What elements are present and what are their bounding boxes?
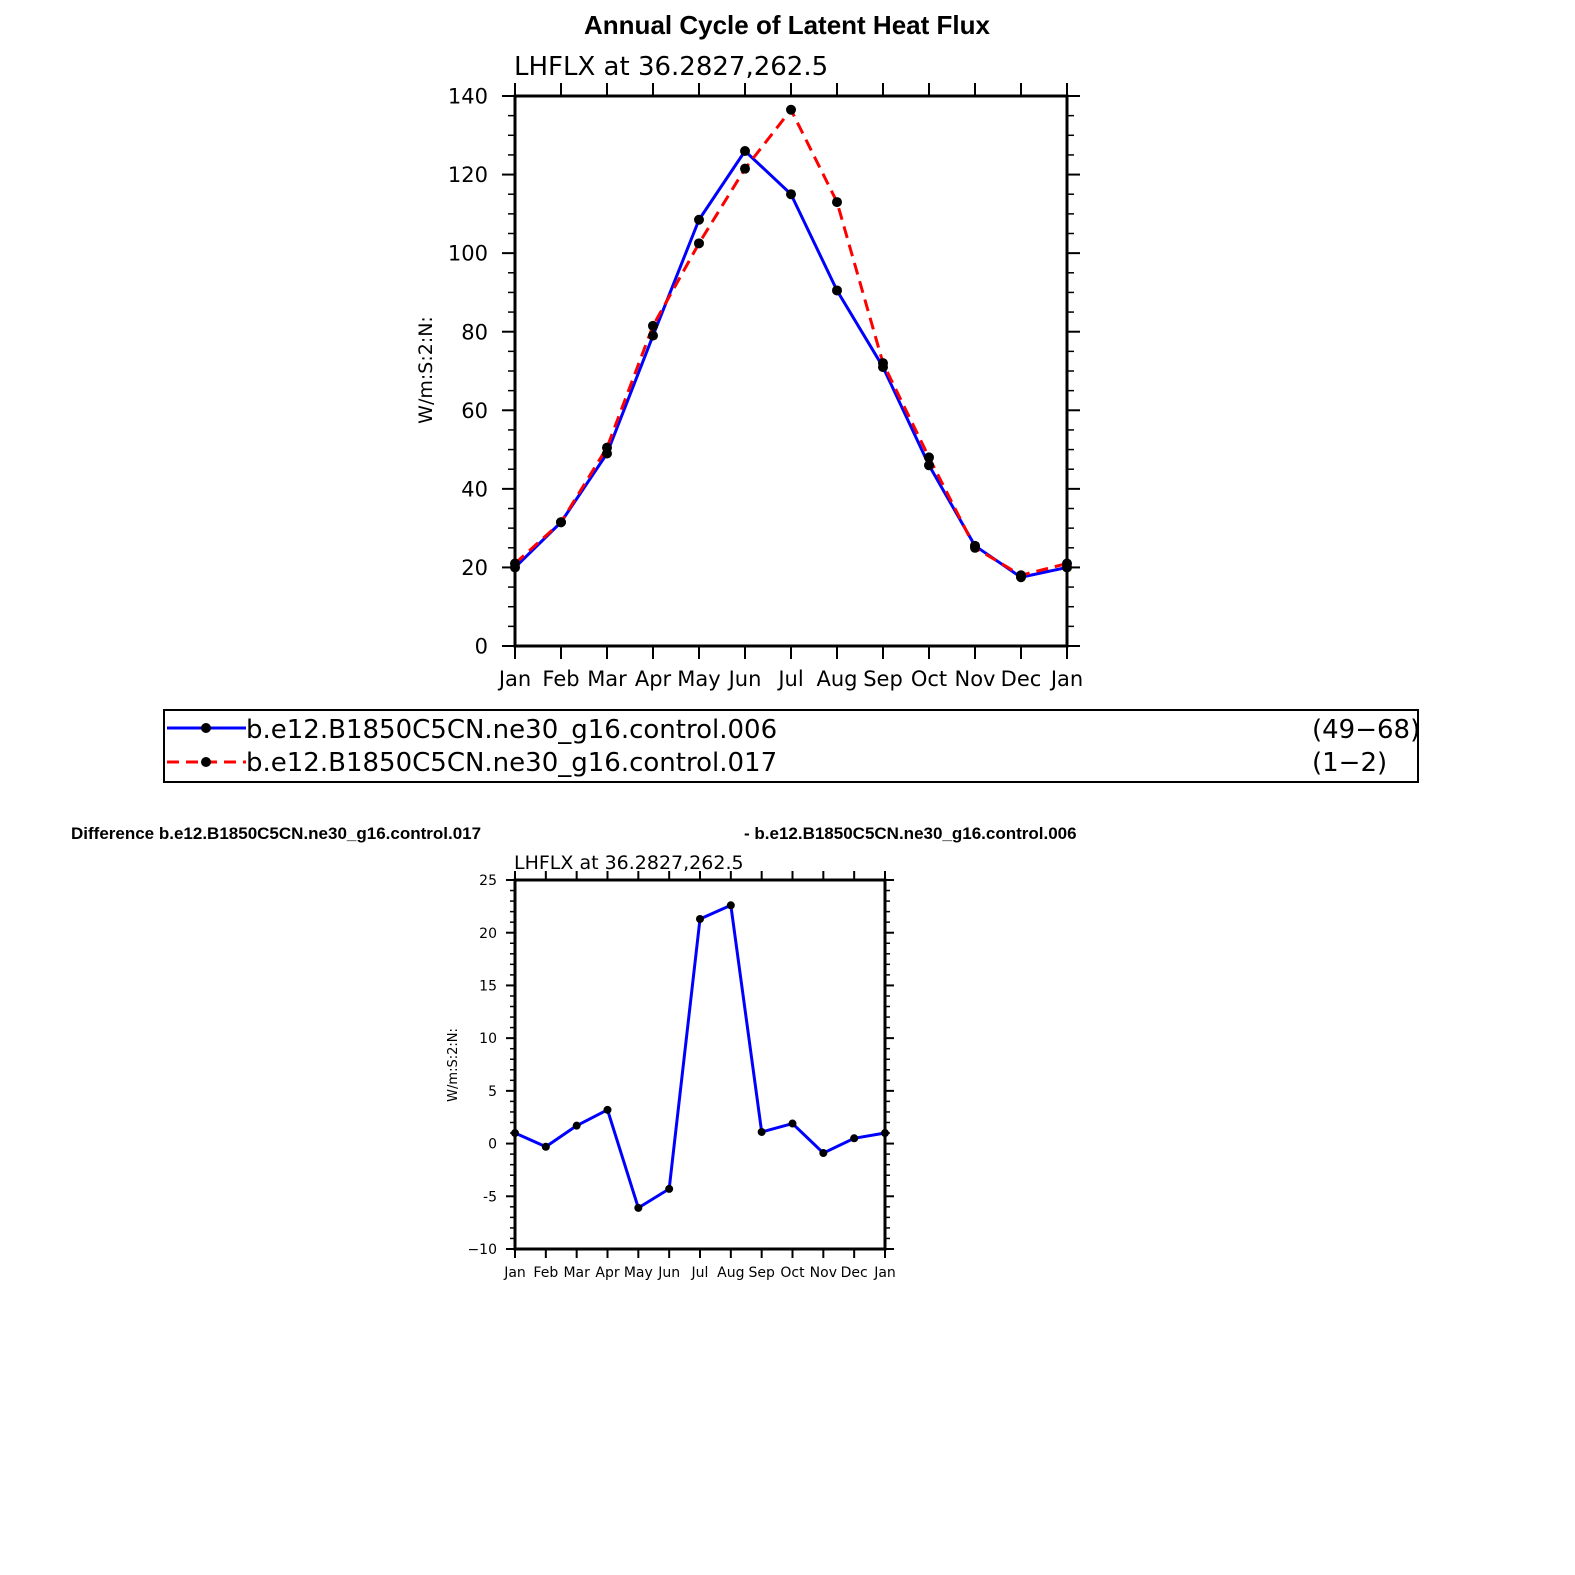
x-tick-label: Apr [635,667,672,691]
x-tick-label: Jan [873,1265,896,1281]
difference-title-left: Difference b.e12.B1850C5CN.ne30_g16.cont… [71,824,481,843]
y-tick-label: 80 [461,320,488,344]
data-point-series-1 [602,442,612,453]
data-point-series-0 [726,901,735,910]
annual-cycle-panel: LHFLX at 36.2827,262.5 W/m:S:2:N: Jan Feb… [415,52,1083,691]
x-tick-label: Nov [810,1265,837,1281]
x-tick-label: Mar [563,1265,590,1281]
data-point-series-1 [648,320,658,331]
x-tick-label: Feb [533,1265,558,1281]
data-point-series-0 [786,189,796,200]
data-point-series-0 [819,1149,828,1158]
data-point-series-0 [634,1203,643,1212]
data-point-series-1 [878,358,888,369]
y-tick-label: 10 [479,1031,497,1047]
x-tick-label: May [624,1265,653,1281]
difference-series [511,901,889,1212]
y-tick-label: 20 [461,556,488,580]
difference-plot-frame [513,878,887,1251]
data-point-series-1 [1016,570,1026,581]
data-point-series-0 [648,330,658,341]
x-tick-label: Aug [717,1265,744,1281]
main-title: Annual Cycle of Latent Heat Flux [584,10,990,40]
x-tick-label: Oct [780,1265,805,1281]
data-point-series-1 [924,452,934,463]
x-tick-label: Aug [816,667,857,691]
annual-cycle-axes: Jan Feb Mar Apr May Jun Jul Aug Sep Oct Nov Dec Jan 0… [448,83,1083,691]
x-tick-label: Feb [542,667,579,691]
difference-title-right: - b.e12.B1850C5CN.ne30_g16.control.006 [744,824,1077,843]
data-point-series-1 [832,197,842,208]
legend-years-control-017: (1−2) [1312,748,1387,778]
legend-label-control-006: b.e12.B1850C5CN.ne30_g16.control.006 [246,715,777,745]
x-tick-label: Oct [911,667,947,691]
annual-cycle-plot-frame [513,94,1069,648]
series-line-1 [513,108,1068,577]
data-point-series-1 [556,517,566,528]
data-point-series-0 [541,1142,550,1151]
x-tick-label: Jun [727,667,762,691]
legend-entry-control-006: b.e12.B1850C5CN.ne30_g16.control.006 (49… [167,715,1420,745]
data-point-series-1 [694,238,704,249]
y-tick-label: 20 [479,926,497,942]
legend: b.e12.B1850C5CN.ne30_g16.control.006 (49… [163,709,1420,783]
y-tick-label: 100 [448,242,488,266]
y-tick-label: -5 [483,1189,497,1205]
data-point-series-0 [757,1127,766,1136]
x-tick-label: Dec [841,1265,868,1281]
data-point-series-0 [694,214,704,225]
y-tick-label: 0 [475,635,488,659]
data-point-series-0 [665,1184,674,1193]
data-point-series-0 [572,1121,581,1130]
legend-entry-control-017: b.e12.B1850C5CN.ne30_g16.control.017 (1−… [167,748,1387,778]
x-tick-label: Apr [595,1265,619,1281]
data-point-series-0 [696,915,704,924]
x-tick-label: Jul [691,1265,709,1281]
x-tick-label: May [677,667,720,691]
difference-subtitle: LHFLX at 36.2827,262.5 [514,852,744,874]
x-tick-label: Dec [1001,667,1042,691]
x-tick-label: Sep [863,667,903,691]
x-tick-label: Jan [503,1265,526,1281]
y-tick-label: 0 [488,1137,497,1153]
data-point-series-0 [850,1134,859,1143]
y-tick-label: −10 [467,1242,497,1258]
x-tick-label: Mar [587,667,627,691]
data-point-series-0 [788,1119,797,1128]
annual-cycle-ylabel: W/m:S:2:N: [415,316,437,424]
series-line-0 [514,903,886,1210]
data-point-series-0 [603,1105,612,1114]
legend-label-control-017: b.e12.B1850C5CN.ne30_g16.control.017 [246,748,777,778]
y-tick-label: 60 [461,399,488,423]
y-tick-label: 5 [488,1084,497,1100]
y-tick-label: 120 [448,163,488,187]
series-line-0 [513,149,1068,579]
data-point-series-0 [924,460,934,471]
data-point-series-1 [786,104,796,115]
y-tick-label: 15 [479,978,497,994]
x-tick-label: Jun [657,1265,680,1281]
difference-panel: LHFLX at 36.2827,262.5 W/m:S:2:N: Jan Feb… [446,852,896,1281]
x-tick-label: Jul [776,667,803,691]
x-tick-label: Sep [748,1265,775,1281]
annual-cycle-subtitle: LHFLX at 36.2827,262.5 [514,52,828,82]
legend-marker-control-006 [201,723,211,733]
difference-ylabel: W/m:S:2:N: [446,1028,461,1102]
data-point-series-1 [970,542,980,553]
data-point-series-0 [740,146,750,156]
y-tick-label: 25 [479,873,497,889]
x-tick-label: Jan [1049,667,1083,691]
data-point-series-1 [740,163,750,174]
data-point-series-0 [832,285,842,296]
annual-cycle-series [510,104,1072,583]
y-tick-label: 40 [461,477,488,501]
x-tick-label: Jan [497,667,531,691]
y-tick-label: 140 [448,85,488,109]
x-tick-label: Nov [955,667,996,691]
legend-box [163,709,1419,783]
legend-years-control-006: (49−68) [1312,715,1420,745]
legend-marker-control-017 [201,757,211,767]
